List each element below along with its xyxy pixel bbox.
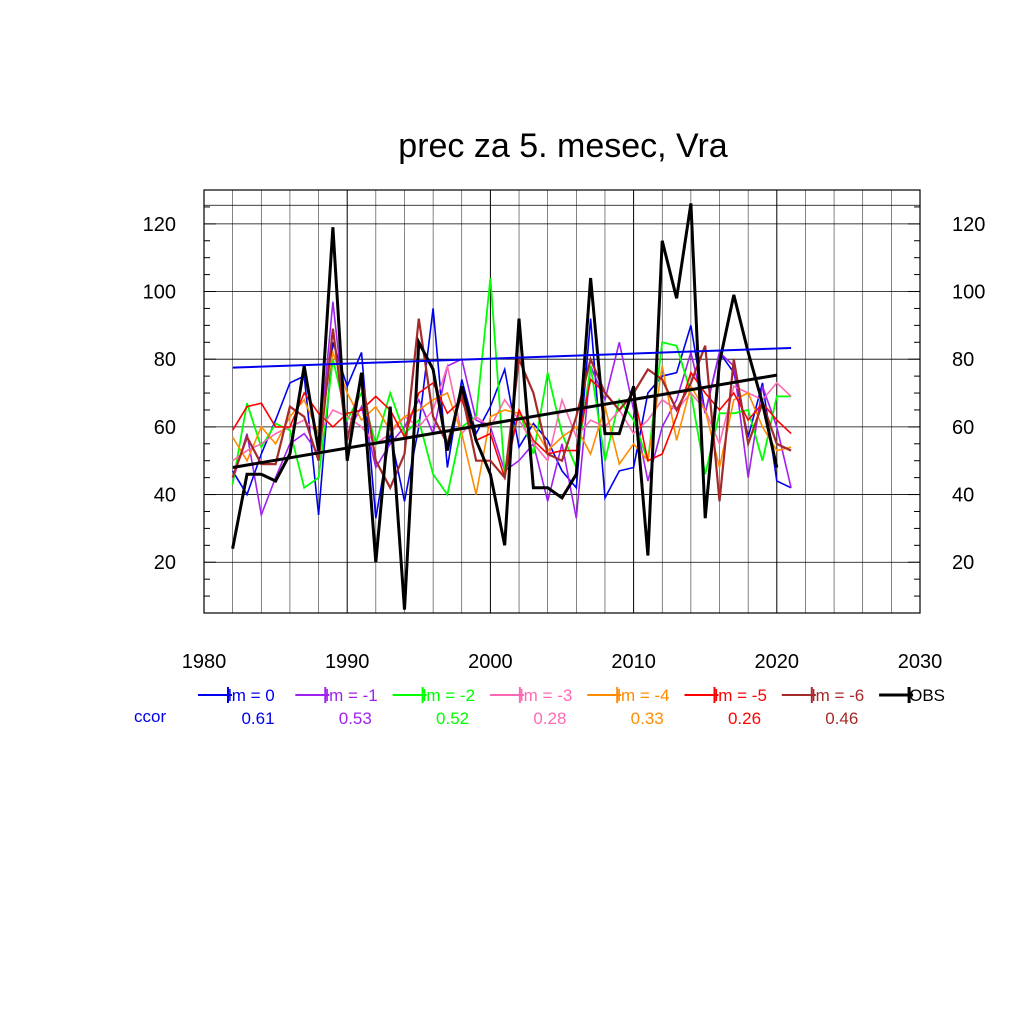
- y-tick-label-left: 80: [154, 349, 176, 371]
- trend-line-lm-0: [232, 347, 792, 369]
- y-tick-label-right: 40: [952, 485, 974, 507]
- trend-lines: [232, 347, 792, 469]
- y-tick-label-left: 100: [143, 282, 176, 304]
- x-tick-label: 2000: [468, 651, 513, 673]
- legend-ccor-value: 0.61: [241, 709, 274, 728]
- x-tick-label: 1990: [325, 651, 370, 673]
- legend-label: lm = -1: [325, 686, 377, 705]
- legend-label: lm = -3: [520, 686, 572, 705]
- x-tick-label: 2010: [611, 651, 656, 673]
- ccor-label: ccor: [134, 707, 166, 726]
- series-lines: [231, 203, 792, 610]
- legend-label: lm = -4: [617, 686, 669, 705]
- legend-ccor-value: 0.33: [631, 709, 664, 728]
- legend-label: lm = -2: [423, 686, 475, 705]
- legend-ccor-value: 0.28: [533, 709, 566, 728]
- y-tick-label-right: 120: [952, 214, 985, 236]
- grid-lines: [204, 190, 920, 613]
- legend-label: lm = 0: [228, 686, 275, 705]
- legend-ccor-value: 0.52: [436, 709, 469, 728]
- legend-ccor-value: 0.53: [339, 709, 372, 728]
- y-tick-label-left: 60: [154, 417, 176, 439]
- legend-label: OBS: [909, 686, 945, 705]
- x-tick-label: 2020: [755, 651, 800, 673]
- x-tick-label: 2030: [898, 651, 943, 673]
- x-tick-label: 1980: [182, 651, 227, 673]
- legend: lm = 0 0.61 lm = -1 0.53 lm = -2 0.52 lm = -3 0…: [198, 686, 945, 728]
- chart-title: prec za 5. mesec, Vra: [398, 127, 728, 165]
- y-tick-label-right: 20: [952, 552, 974, 574]
- y-tick-label-left: 120: [143, 214, 176, 236]
- y-tick-label-left: 20: [154, 552, 176, 574]
- trend-line-obs: [232, 373, 778, 469]
- y-tick-label-right: 60: [952, 417, 974, 439]
- legend-label: lm = -5: [715, 686, 767, 705]
- y-tick-label-left: 40: [154, 485, 176, 507]
- legend-ccor-value: 0.26: [728, 709, 761, 728]
- axis-ticks: [204, 206, 920, 597]
- y-tick-label-right: 80: [952, 349, 974, 371]
- y-tick-label-right: 100: [952, 282, 985, 304]
- plot-frame: [203, 189, 921, 614]
- legend-label: lm = -6: [812, 686, 864, 705]
- legend-ccor-value: 0.46: [825, 709, 858, 728]
- series-line-obs: [231, 203, 779, 610]
